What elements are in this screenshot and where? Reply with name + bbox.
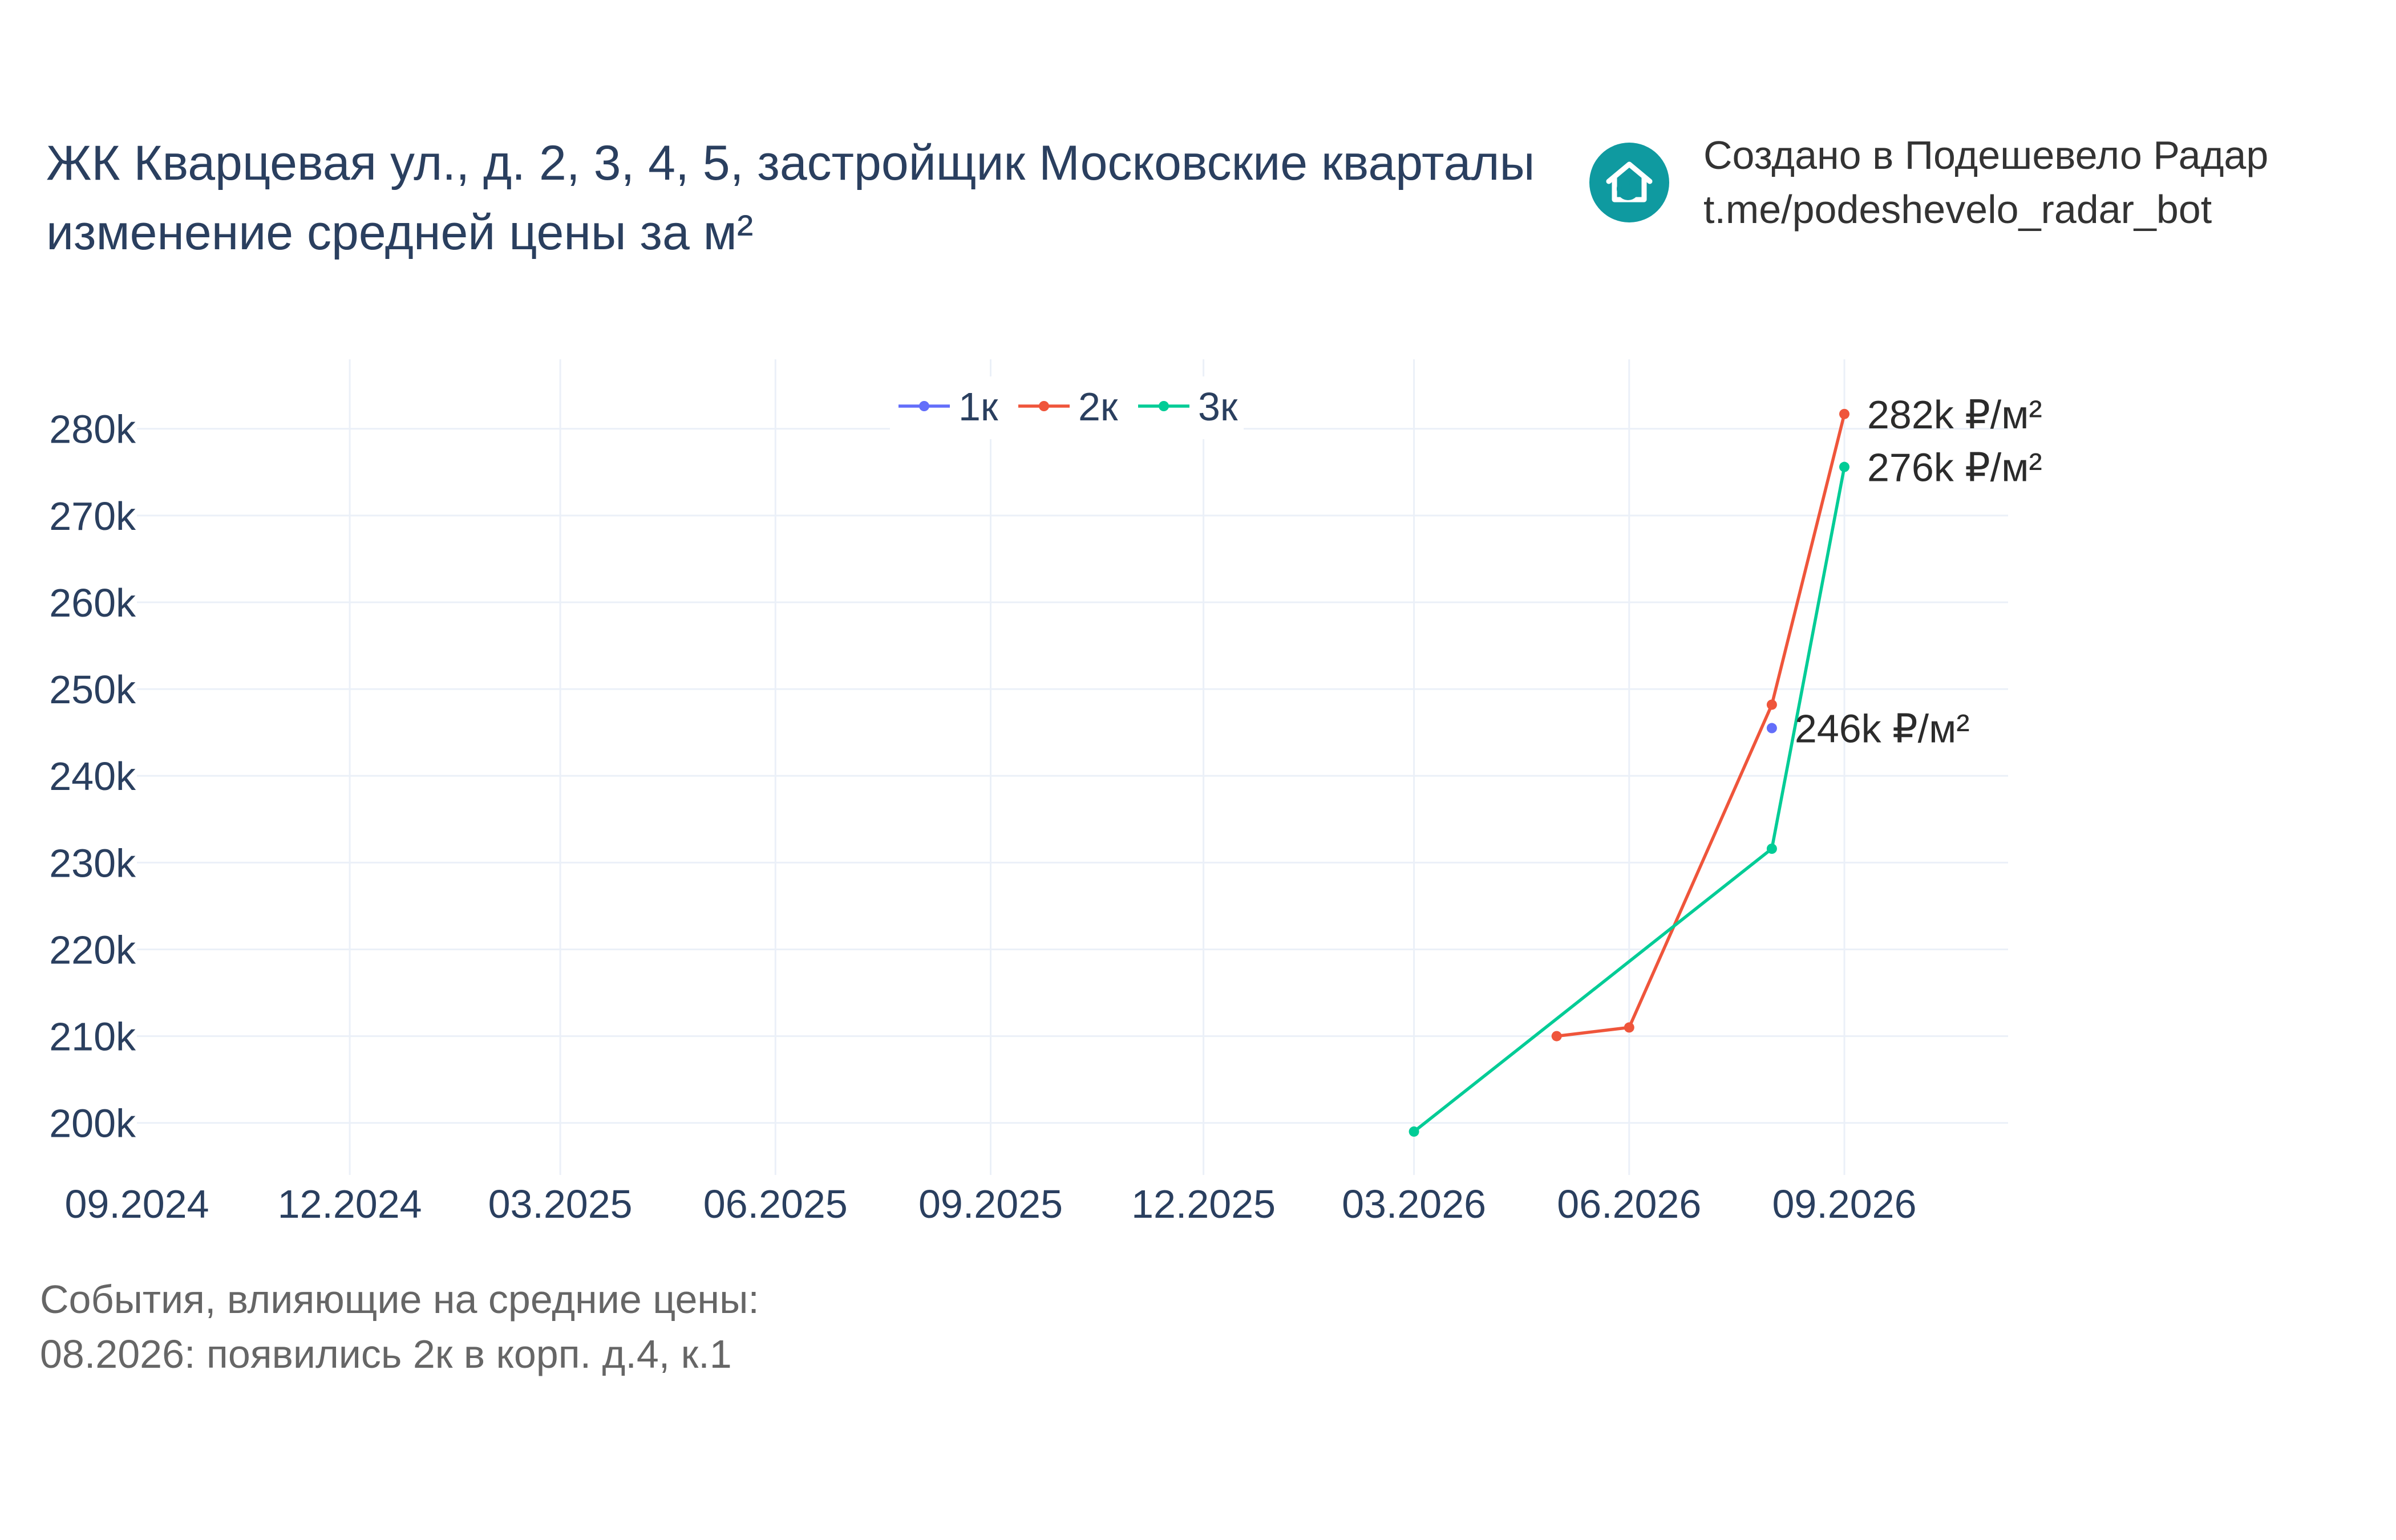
brand-line-1: Создано в Подешевело Радар [1703,133,2269,177]
series-point-2к [1839,408,1849,419]
end-label-2к: 282k ₽/м² [1867,392,2042,437]
y-tick-label: 240k [49,754,136,799]
legend: 1к 2к 3к [890,376,1244,439]
x-tick-label: 03.2025 [488,1182,633,1226]
y-tick-label: 200k [49,1101,136,1146]
y-tick-label: 230k [49,841,136,885]
x-tick-label: 06.2025 [703,1182,848,1226]
end-label-1к: 246k ₽/м² [1795,707,1970,751]
y-tick-label: 280k [49,407,136,452]
legend-swatch-marker [1159,401,1169,411]
events-heading: События, влияющие на средние цены: [40,1277,759,1322]
y-tick-label: 220k [49,927,136,972]
logo-circle [1589,143,1669,222]
x-tick-label: 06.2026 [1557,1182,1701,1226]
series-point-3к [1409,1126,1419,1137]
data-labels: 246k ₽/м² 282k ₽/м² 276k ₽/м² [1795,392,2042,751]
events-note: События, влияющие на средние цены: 08.20… [40,1272,759,1381]
chart-title-line-2: изменение средней цены за м² [46,205,754,260]
x-tick-label: 09.2025 [918,1182,1063,1226]
house-refresh-icon [1589,143,1669,222]
x-tick-label: 12.2025 [1131,1182,1276,1226]
y-tick-label: 250k [49,667,136,712]
x-tick-label: 09.2024 [64,1182,209,1226]
axis-layer: 09.2024 12.2024 03.2025 06.2025 09.2025 12.20… [49,407,1916,1226]
chart-title-line-1: ЖК Кварцевая ул., д. 2, 3, 4, 5, застрой… [46,136,1535,191]
series-point-2к [1551,1031,1562,1041]
logo-refresh-arrowhead [1629,176,1636,185]
series-point-1к [1766,723,1777,733]
event-item: 08.2026: появились 2к в корп. д.4, к.1 [40,1332,732,1376]
y-tick-label: 210k [49,1015,136,1059]
series-layer [1409,408,1849,1137]
series-point-3к [1766,844,1777,854]
x-tick-label: 12.2024 [278,1182,422,1226]
series-point-2к [1624,1022,1634,1033]
x-tick-label: 03.2026 [1342,1182,1486,1226]
series-point-3к [1839,461,1849,472]
logo-refresh-arrow [1617,177,1640,200]
x-tick-label: 09.2026 [1772,1182,1916,1226]
series-line-2к [1556,414,1846,1038]
brand-link[interactable]: t.me/podeshevelo_radar_bot [1703,187,2212,232]
brand-credit: Создано в Подешевело Радар t.me/podeshev… [1703,128,2268,237]
y-tick-label: 270k [49,494,136,538]
chart-title: ЖК Кварцевая ул., д. 2, 3, 4, 5, застрой… [46,128,1535,268]
grid-layer [137,359,2008,1175]
series-point-2к [1766,699,1777,710]
legend-background [890,376,1244,439]
legend-swatch-marker [919,401,929,411]
legend-label-3к: 3к [1198,384,1238,429]
y-tick-label: 260k [49,581,136,625]
legend-label-1к: 1к [958,384,998,429]
legend-swatch-marker [1039,401,1049,411]
end-label-3к: 276k ₽/м² [1867,445,2042,490]
legend-label-2к: 2к [1078,384,1118,429]
logo-house-roof [1606,161,1653,184]
